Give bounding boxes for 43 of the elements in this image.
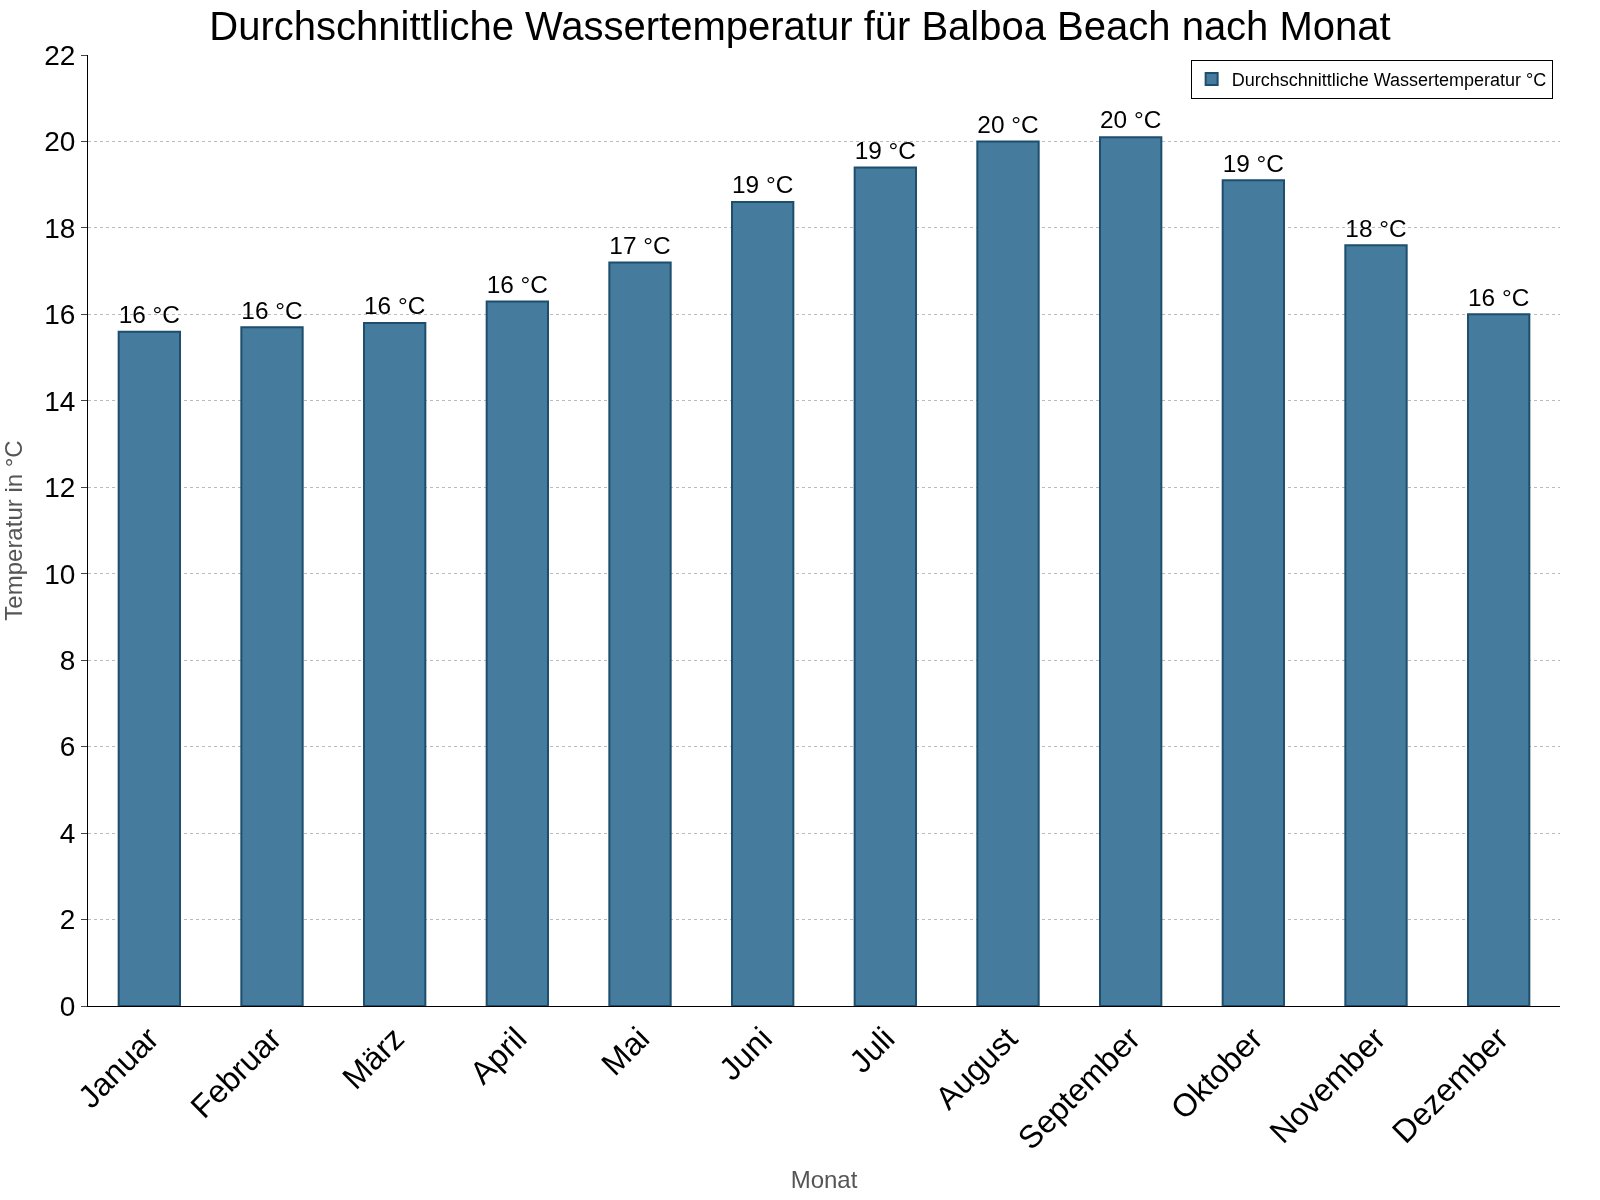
- bar: [1344, 244, 1408, 1006]
- x-tick-label: Juni: [711, 1020, 779, 1088]
- y-tick-label: 20: [44, 126, 76, 158]
- data-label: 16 °C: [364, 292, 426, 320]
- data-label: 17 °C: [609, 231, 671, 259]
- x-axis-title: Monat: [790, 1165, 858, 1193]
- bar: [1099, 136, 1163, 1006]
- bar: [976, 140, 1040, 1006]
- data-label: 19 °C: [854, 136, 916, 164]
- bar: [485, 300, 549, 1006]
- y-tick-label: 4: [59, 817, 76, 849]
- bar: [1467, 313, 1531, 1006]
- data-label: 18 °C: [1345, 214, 1407, 242]
- y-tick-label: 2: [59, 904, 76, 936]
- data-label: 19 °C: [1222, 149, 1284, 177]
- y-axis-title: Temperatur in °C: [0, 440, 27, 621]
- legend-label: Durchschnittliche Wassertemperatur °C: [1231, 69, 1547, 90]
- data-label: 16 °C: [118, 301, 180, 329]
- bar: [853, 166, 917, 1006]
- bar: [608, 261, 672, 1006]
- data-label: 16 °C: [241, 296, 303, 324]
- y-tick-label: 10: [44, 558, 76, 590]
- data-label: 20 °C: [1100, 106, 1162, 134]
- data-label: 16 °C: [486, 270, 548, 298]
- data-label: 20 °C: [977, 110, 1039, 138]
- bar: [731, 200, 795, 1006]
- y-tick-label: 16: [44, 299, 76, 331]
- y-tick-label: 0: [59, 990, 76, 1022]
- y-tick-label: 22: [44, 39, 76, 71]
- y-tick-label: 18: [44, 212, 76, 244]
- y-tick-label: 8: [59, 644, 76, 676]
- chart-title: Durchschnittliche Wassertemperatur für Balboa Beach nach Monat: [209, 4, 1391, 48]
- y-tick-label: 12: [44, 472, 76, 504]
- data-label: 19 °C: [732, 171, 794, 199]
- bar: [1221, 179, 1285, 1006]
- y-tick-label: 14: [44, 385, 76, 417]
- bar: [240, 326, 304, 1006]
- data-label: 16 °C: [1468, 283, 1530, 311]
- x-tick-label: Juli: [842, 1020, 902, 1080]
- bar: [363, 322, 427, 1006]
- y-tick-label: 6: [59, 731, 76, 763]
- bar: [117, 330, 181, 1006]
- x-tick-label: Mai: [594, 1020, 657, 1083]
